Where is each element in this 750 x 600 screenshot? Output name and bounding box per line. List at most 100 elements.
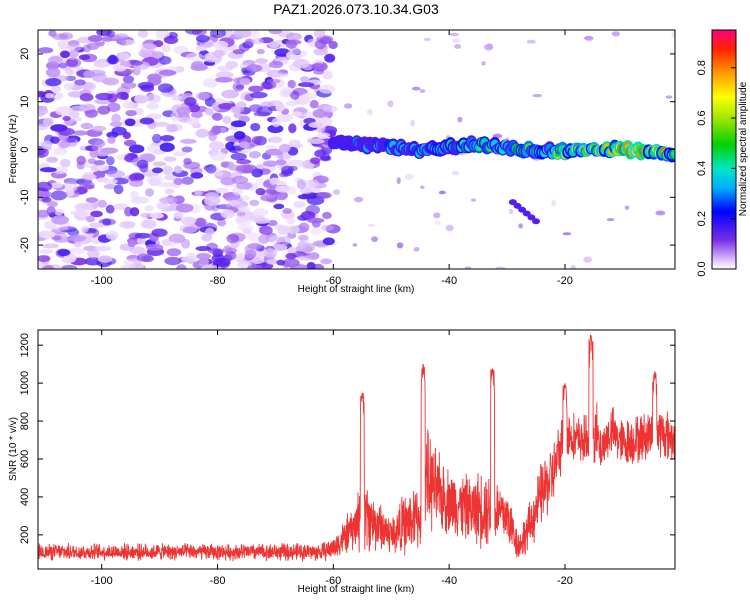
noise-blob: [159, 142, 175, 153]
noise-blob: [124, 118, 136, 127]
noise-blob: [284, 225, 300, 234]
noise-blob: [111, 126, 127, 136]
faint-blob: [454, 44, 462, 49]
noise-blob: [57, 249, 71, 257]
noise-blob: [120, 81, 137, 90]
noise-blob: [247, 242, 263, 250]
faint-blob: [420, 185, 425, 189]
noise-blob: [213, 49, 224, 58]
noise-blob: [211, 112, 223, 121]
noise-blob: [63, 82, 74, 91]
noise-blob: [184, 30, 203, 35]
noise-blob: [181, 176, 194, 185]
noise-blob: [251, 136, 263, 145]
faint-blob: [508, 208, 514, 215]
noise-blob: [297, 194, 312, 200]
faint-blob: [410, 119, 415, 127]
faint-blob: [665, 95, 673, 99]
noise-blob: [230, 120, 247, 128]
noise-blob: [315, 191, 332, 199]
noise-blob: [212, 40, 229, 49]
noise-blob: [314, 149, 327, 158]
noise-blob: [275, 190, 288, 201]
noise-blob: [195, 44, 207, 52]
secondary-blob: [527, 214, 536, 221]
noise-blob: [309, 157, 321, 165]
noise-blob: [322, 211, 332, 220]
y-tick-label: 800: [19, 412, 31, 430]
noise-blob: [260, 101, 275, 108]
noise-blob: [68, 234, 87, 242]
noise-blob: [45, 67, 61, 78]
noise-blob: [322, 105, 338, 113]
faint-blob: [464, 266, 472, 269]
faint-blob: [583, 256, 593, 263]
noise-blob: [247, 232, 259, 242]
noise-blob: [118, 52, 130, 60]
noise-blob: [38, 181, 53, 192]
faint-blob: [457, 116, 463, 123]
noise-blob: [152, 133, 162, 144]
noise-blob: [239, 195, 251, 201]
noise-blob: [95, 92, 114, 101]
noise-blob: [287, 159, 306, 168]
noise-blob: [65, 75, 77, 81]
y-tick-label: 20: [19, 48, 31, 60]
noise-blob: [102, 218, 112, 226]
noise-blob: [91, 202, 100, 209]
noise-blob: [236, 181, 253, 190]
noise-blob: [250, 91, 268, 99]
noise-blob: [50, 124, 68, 132]
noise-blob: [87, 158, 97, 165]
noise-blob: [51, 215, 69, 225]
noise-blob: [312, 109, 328, 118]
noise-blob: [128, 144, 145, 154]
noise-blob: [209, 151, 227, 161]
noise-blob: [190, 64, 208, 71]
noise-blob: [181, 146, 193, 153]
noise-blob: [74, 79, 86, 86]
spectrogram-x-label: Height of straight line (km): [298, 284, 415, 295]
noise-blob: [264, 144, 277, 150]
noise-blob: [147, 73, 162, 82]
noise-blob: [44, 93, 54, 99]
chart-title: PAZ1.2026.073.10.34.G03: [273, 1, 439, 17]
noise-blob: [129, 246, 146, 255]
noise-blob: [267, 124, 284, 134]
noise-blob: [105, 230, 119, 240]
noise-blob: [194, 189, 203, 197]
noise-blob: [84, 108, 98, 118]
noise-blob: [184, 97, 197, 106]
noise-blob: [215, 71, 234, 79]
colorbar-tick-label: 0.8: [696, 60, 708, 75]
noise-blob: [320, 224, 334, 232]
noise-blob: [182, 226, 198, 234]
noise-blob: [180, 138, 197, 144]
noise-blob: [123, 258, 139, 267]
noise-blob: [41, 140, 53, 150]
faint-blob: [449, 32, 460, 37]
noise-blob: [301, 92, 317, 100]
noise-blob: [233, 131, 246, 140]
noise-blob: [145, 188, 155, 197]
noise-blob: [140, 212, 152, 219]
noise-blob: [162, 165, 174, 176]
noise-blob: [308, 121, 324, 128]
noise-blob: [293, 143, 303, 149]
noise-blob: [307, 217, 325, 224]
y-tick-label: 1000: [19, 371, 31, 395]
noise-blob: [280, 86, 294, 95]
noise-blob: [82, 44, 92, 53]
noise-blob: [249, 199, 260, 207]
faint-blob: [371, 236, 379, 243]
noise-blob: [91, 143, 103, 151]
noise-blob: [128, 174, 138, 182]
noise-blob: [226, 233, 240, 244]
noise-blob: [97, 255, 113, 263]
noise-blob: [66, 187, 75, 197]
noise-blob: [103, 183, 117, 190]
secondary-blob: [522, 210, 531, 217]
faint-blob: [611, 31, 620, 37]
noise-blob: [119, 220, 135, 229]
